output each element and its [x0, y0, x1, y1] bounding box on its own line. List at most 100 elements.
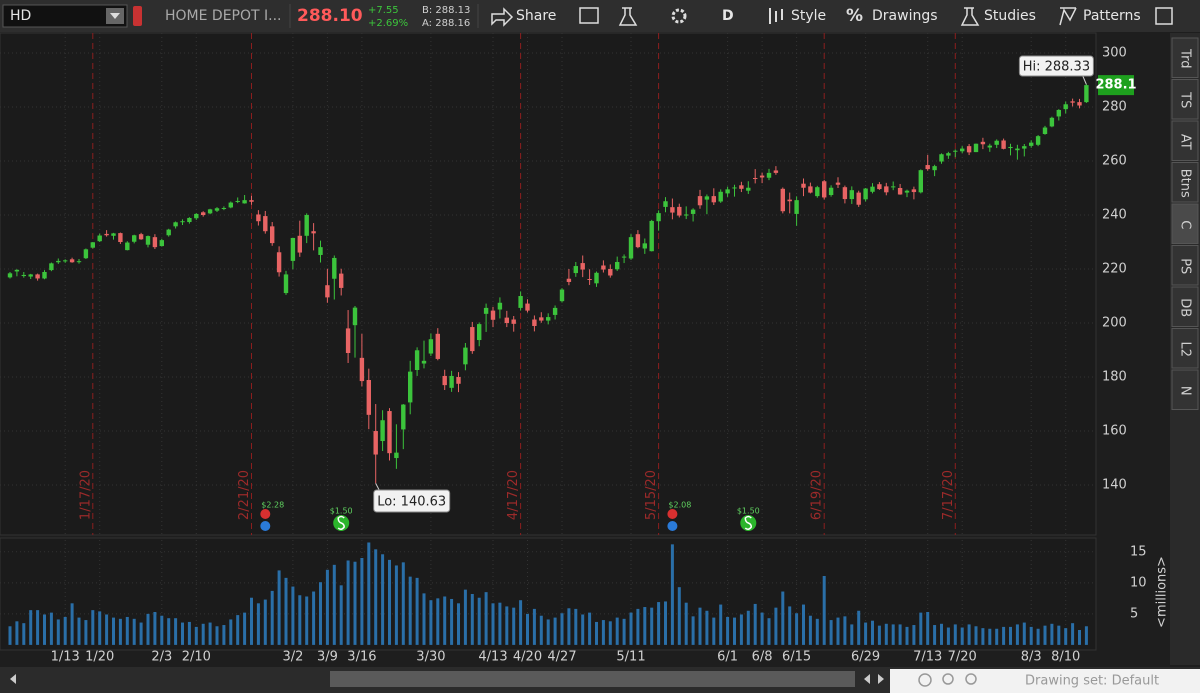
- volume-bar: [574, 608, 578, 645]
- event-label: 5/15/20: [644, 470, 659, 520]
- volume-bar: [871, 620, 874, 645]
- volume-bar: [208, 622, 212, 645]
- candle-body: [159, 240, 164, 247]
- volume-bar: [91, 610, 95, 645]
- volume-bar: [919, 612, 923, 645]
- y-tick-label: 220: [1102, 262, 1127, 277]
- scroll-left[interactable]: [10, 674, 16, 684]
- side-tab[interactable]: [1171, 245, 1199, 286]
- candle-body: [442, 375, 447, 386]
- volume-bar: [532, 608, 536, 645]
- scroll-arrows[interactable]: [864, 674, 884, 684]
- candle-body: [711, 196, 716, 203]
- symbol-box[interactable]: [2, 4, 128, 28]
- candle-body: [49, 263, 54, 271]
- candle-body: [642, 243, 647, 249]
- candle-body: [283, 274, 289, 294]
- candle-body: [42, 271, 47, 279]
- candle-body: [635, 234, 641, 248]
- notes-icon[interactable]: [579, 7, 599, 24]
- candle-body: [1063, 104, 1068, 110]
- candle-body: [863, 188, 868, 200]
- volume-bar: [933, 625, 937, 645]
- candle-body: [394, 452, 399, 459]
- side-tab[interactable]: [1171, 203, 1199, 244]
- studies-button[interactable]: Studies: [960, 7, 1036, 26]
- alert-flag[interactable]: [133, 6, 142, 26]
- scroll-thumb[interactable]: [330, 671, 855, 687]
- drawings-button[interactable]: % Drawings: [846, 6, 938, 26]
- volume-bar: [367, 542, 371, 645]
- candle-body: [428, 339, 434, 354]
- volume-bar: [105, 614, 109, 645]
- candle-body: [842, 187, 848, 200]
- volume-bar: [629, 612, 633, 645]
- share-button[interactable]: Share: [491, 7, 556, 27]
- y-tick-label: 140: [1102, 478, 1127, 493]
- volume-bar: [1009, 626, 1012, 645]
- candle-body: [546, 317, 551, 321]
- candle-body: [304, 215, 309, 236]
- x-tick-label: 2/3: [151, 650, 172, 665]
- x-tick-label: 1/20: [85, 650, 114, 665]
- side-tab[interactable]: [1171, 120, 1199, 161]
- candle-body: [249, 200, 254, 202]
- candle-body: [801, 183, 806, 188]
- candle-body: [1070, 101, 1075, 103]
- x-tick-label: 7/13: [913, 650, 942, 665]
- volume-bar: [284, 577, 288, 645]
- earnings-icon: [667, 521, 678, 531]
- side-tab[interactable]: [1171, 328, 1199, 369]
- event-label: 6/19/20: [810, 470, 825, 520]
- volume-bar: [319, 582, 322, 645]
- volume-bar: [146, 613, 150, 645]
- menu-icon[interactable]: [1155, 7, 1173, 25]
- volume-bar: [1002, 626, 1006, 645]
- side-tab[interactable]: [1171, 369, 1199, 410]
- price-panel: [0, 32, 1097, 536]
- volume-bar: [484, 592, 488, 645]
- candle-body: [104, 233, 109, 236]
- candle-body: [270, 226, 275, 244]
- candle-body: [435, 333, 440, 359]
- volume-bar: [1050, 623, 1054, 645]
- candle-body: [828, 187, 834, 196]
- candle-body: [421, 360, 427, 364]
- side-tab-label: L2: [1178, 341, 1193, 357]
- x-tick-label: 8/10: [1051, 650, 1080, 665]
- x-tick-label: 6/1: [717, 650, 738, 665]
- hi-pointer: [1081, 74, 1087, 85]
- candle-body: [773, 170, 779, 173]
- volume-bar: [850, 624, 854, 645]
- dividend-label: $1.50: [330, 507, 353, 516]
- candle-body: [345, 328, 351, 353]
- candle-body: [532, 319, 537, 326]
- volume-bar: [194, 626, 198, 645]
- side-tab[interactable]: [1171, 286, 1199, 327]
- volume-bar: [153, 612, 157, 645]
- candle-body: [835, 182, 841, 185]
- flask-icon[interactable]: [618, 7, 638, 26]
- style-button[interactable]: Style: [769, 8, 826, 24]
- volume-bar: [705, 610, 709, 645]
- volume-bar: [857, 610, 861, 645]
- side-tab[interactable]: [1171, 79, 1199, 120]
- settings-icon[interactable]: [671, 8, 687, 24]
- volume-bar: [601, 620, 605, 645]
- last-price-badge: [1098, 75, 1134, 96]
- candle-body: [145, 236, 151, 245]
- volume-bar: [1015, 624, 1019, 645]
- volume-bar: [836, 617, 840, 645]
- side-tab[interactable]: [1171, 37, 1199, 78]
- volume-bar: [877, 625, 881, 645]
- candle-body: [746, 187, 751, 191]
- event-label: 1/17/20: [78, 470, 93, 520]
- side-tab-label: AT: [1178, 134, 1193, 150]
- patterns-button[interactable]: Patterns: [1059, 7, 1141, 26]
- volume-bar: [29, 610, 33, 645]
- aggregation[interactable]: D: [722, 8, 734, 24]
- candle-body: [380, 420, 385, 442]
- side-tab[interactable]: [1171, 162, 1199, 203]
- zoom-icons[interactable]: [918, 673, 977, 687]
- candle-body: [904, 190, 910, 193]
